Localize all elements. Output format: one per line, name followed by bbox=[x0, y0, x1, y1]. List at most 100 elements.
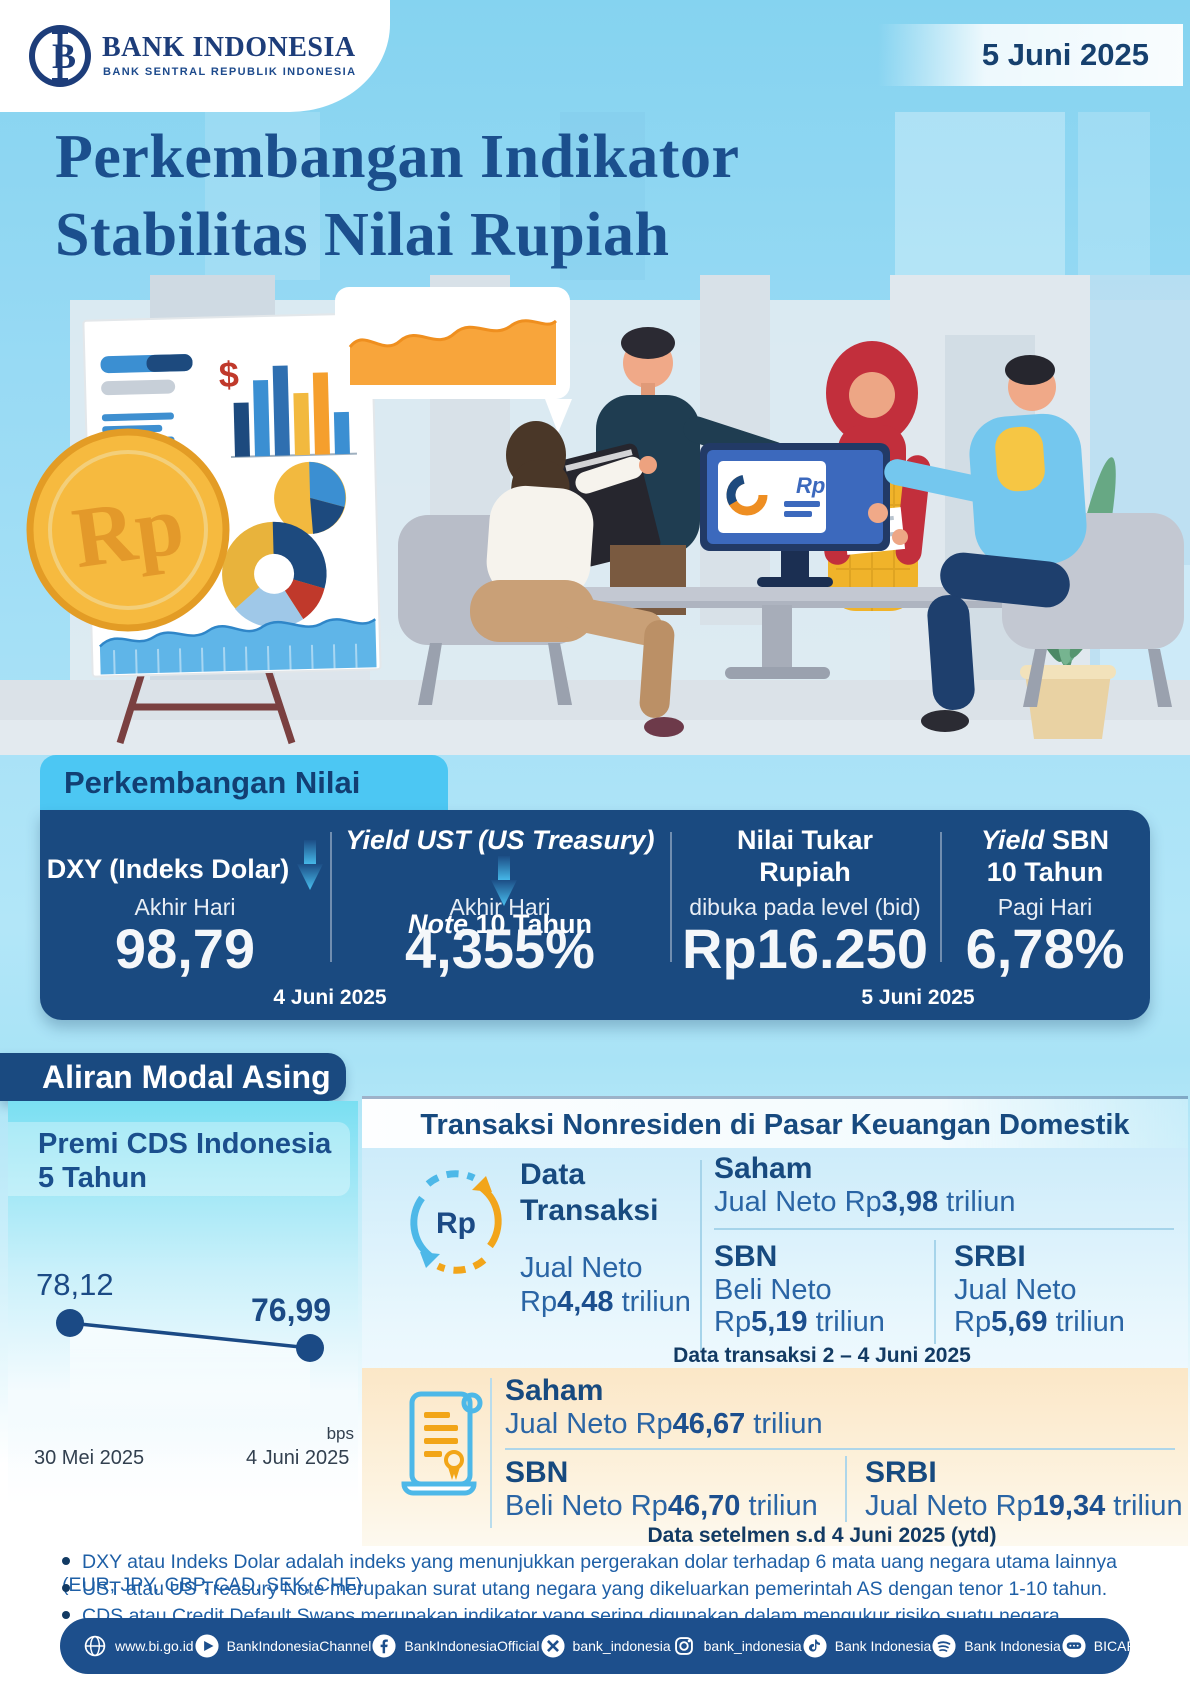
cds-premium-panel: Premi CDS Indonesia 5 Tahun 78,12 76,99 … bbox=[8, 1101, 358, 1505]
page-title-line1: Perkembangan Indikator bbox=[55, 123, 740, 191]
logo-wordmark: BANK INDONESIA bbox=[102, 32, 356, 63]
globe-icon bbox=[84, 1635, 106, 1657]
stat-idr: Nilai Tukar Rupiah dibuka pada level (bid… bbox=[670, 810, 940, 1020]
footer-item-instagram[interactable]: bank_indonesia bbox=[671, 1633, 802, 1659]
bullet-icon bbox=[62, 1584, 70, 1592]
saham-value: Jual Neto Rp46,67 triliun bbox=[505, 1408, 823, 1440]
svg-text:Rp: Rp bbox=[436, 1207, 476, 1240]
srbi-value: Jual Neto Rp19,34 triliun bbox=[865, 1490, 1183, 1522]
backdrop-band bbox=[560, 112, 645, 280]
bullet-icon bbox=[62, 1611, 70, 1619]
footer-item-youtube[interactable]: BankIndonesiaChannel bbox=[194, 1633, 371, 1659]
transaction-block: Rp Data Transaksi Jual Neto Rp4,48 trili… bbox=[362, 1148, 1188, 1374]
x-icon bbox=[540, 1634, 565, 1658]
saham-value: Jual Neto Rp3,98 triliun bbox=[714, 1186, 1016, 1218]
settlement-block: Saham Jual Neto Rp46,67 triliun SBN Beli… bbox=[362, 1368, 1188, 1547]
bank-indonesia-logo-icon: B bbox=[29, 25, 91, 87]
exchange-indicators-panel: DXY (Indeks Dolar) Akhir Hari 98,79 Yiel… bbox=[40, 810, 1150, 1020]
transaksi-summary-line1: Jual Neto bbox=[520, 1252, 643, 1284]
cds-unit: bps bbox=[326, 1424, 354, 1443]
svg-text:Rp: Rp bbox=[67, 476, 189, 586]
section-tab-perkembangan-nilai-tukar: Perkembangan Nilai Tukar bbox=[40, 755, 448, 855]
stat-sbn: Yield SBN 10 Tahun Pagi Hari 6,78% bbox=[940, 810, 1150, 1020]
backdrop-band bbox=[1078, 112, 1150, 280]
stat-dxy: DXY (Indeks Dolar) Akhir Hari 98,79 bbox=[40, 810, 330, 1020]
stat-ust-label2: 10 Tahun bbox=[467, 909, 593, 939]
stat-idr-label2: Rupiah bbox=[759, 857, 851, 887]
footer-item-spotify[interactable]: Bank Indonesia bbox=[931, 1633, 1061, 1659]
stat-ust-label2-italic: Note bbox=[407, 909, 468, 939]
panel-date-right: 5 Juni 2025 bbox=[861, 986, 975, 1009]
footer-item-facebook[interactable]: BankIndonesiaOfficial bbox=[371, 1633, 540, 1659]
cds-point1-value: 78,12 bbox=[36, 1267, 114, 1302]
stat-ust-value: 4,355% bbox=[405, 917, 595, 980]
stat-idr-sub: dibuka pada level (bid) bbox=[689, 894, 921, 920]
stat-ust-sub: Akhir Hari bbox=[449, 894, 551, 920]
sbn-label: SBN bbox=[714, 1240, 778, 1273]
section-banner-aliran-modal-asing: Aliran Modal Asing bbox=[0, 1053, 346, 1101]
footer-item-website[interactable]: www.bi.go.id bbox=[82, 1633, 194, 1659]
srbi-label: SRBI bbox=[865, 1456, 937, 1489]
svg-text:Rp: Rp bbox=[796, 473, 825, 498]
srbi-line1: Jual Neto bbox=[954, 1274, 1077, 1306]
spotify-icon bbox=[932, 1634, 956, 1658]
footer-item-bicara[interactable]: BICARA: 131 bbox=[1061, 1633, 1177, 1659]
cds-line-chart bbox=[56, 1309, 324, 1426]
sbn-value: Beli Neto Rp46,70 triliun bbox=[505, 1490, 818, 1522]
youtube-icon bbox=[195, 1634, 219, 1658]
srbi-label: SRBI bbox=[954, 1240, 1026, 1273]
svg-text:$: $ bbox=[218, 354, 239, 396]
panel-divider bbox=[330, 832, 332, 962]
stat-dxy-sub: Akhir Hari bbox=[134, 894, 236, 920]
arrow-down-icon bbox=[491, 856, 517, 906]
panel-divider bbox=[940, 832, 942, 962]
cds-title-highlight bbox=[8, 1122, 350, 1196]
stat-sbn-sub: Pagi Hari bbox=[997, 894, 1093, 920]
social-footer-bar: www.bi.go.id BankIndonesiaChannel BankIn… bbox=[60, 1618, 1177, 1674]
sbn-label: SBN bbox=[505, 1456, 569, 1489]
cds-point2-value: 76,99 bbox=[251, 1292, 332, 1328]
facebook-icon bbox=[372, 1634, 396, 1658]
block-divider bbox=[700, 1160, 702, 1350]
page-title-line2: Stabilitas Nilai Rupiah bbox=[55, 201, 670, 269]
stat-dxy-label: DXY (Indeks Dolar) bbox=[46, 854, 290, 884]
cds-date2: 4 Juni 2025 bbox=[246, 1447, 350, 1469]
footer-item-tiktok[interactable]: Bank Indonesia bbox=[802, 1633, 931, 1659]
sbn-line2: Rp5,19 triliun bbox=[714, 1306, 885, 1338]
srbi-line2: Rp5,69 triliun bbox=[954, 1306, 1125, 1338]
transaction-caption: Data transaksi 2 – 4 Juni 2025 bbox=[673, 1344, 971, 1367]
stat-dxy-value: 98,79 bbox=[114, 917, 256, 980]
saham-label: Saham bbox=[505, 1374, 604, 1407]
office-meeting-illustration: $ bbox=[0, 275, 1190, 755]
stat-ust: Yield UST (US Treasury) Note 10 Tahun Akh… bbox=[330, 810, 670, 1020]
tiktok-icon bbox=[803, 1634, 827, 1658]
block-divider bbox=[505, 1448, 1175, 1450]
nonresident-title: Transaksi Nonresiden di Pasar Keuangan D… bbox=[362, 1096, 1188, 1148]
scroll-document-icon bbox=[401, 1391, 483, 1496]
stat-sbn-label-italic: Yield bbox=[980, 825, 1045, 855]
cds-title-line1: Premi CDS Indonesia bbox=[38, 1128, 332, 1160]
transaksi-summary-line2: Rp4,48 triliun bbox=[520, 1286, 691, 1318]
logo-subtitle: BANK SENTRAL REPUBLIK INDONESIA bbox=[103, 66, 357, 78]
bicara-icon bbox=[1062, 1634, 1086, 1658]
rp-cycle-icon: Rp bbox=[410, 1170, 502, 1274]
data-transaksi-heading2: Transaksi bbox=[520, 1194, 659, 1227]
note-item: DXY atau Indeks Dolar adalah indeks yang… bbox=[62, 1551, 1117, 1596]
svg-text:B: B bbox=[52, 36, 76, 76]
note-item: UST atau US Treasury Note merupakan sura… bbox=[62, 1578, 1162, 1601]
bullet-icon bbox=[62, 1557, 70, 1565]
date-badge: 5 Juni 2025 bbox=[878, 24, 1183, 86]
backdrop-band bbox=[205, 112, 320, 280]
backdrop-band bbox=[895, 112, 1065, 280]
panel-date-left: 4 Juni 2025 bbox=[273, 986, 387, 1009]
panel-divider bbox=[670, 832, 672, 962]
cds-date1: 30 Mei 2025 bbox=[34, 1447, 145, 1469]
block-divider bbox=[490, 1378, 492, 1528]
block-divider bbox=[934, 1240, 936, 1344]
stat-sbn-value: 6,78% bbox=[965, 917, 1125, 980]
footer-item-x[interactable]: bank_indonesia bbox=[540, 1633, 671, 1659]
stat-idr-label: Nilai Tukar bbox=[736, 825, 874, 855]
settlement-caption: Data setelmen s.d 4 Juni 2025 (ytd) bbox=[647, 1524, 997, 1547]
instagram-icon bbox=[674, 1637, 693, 1655]
